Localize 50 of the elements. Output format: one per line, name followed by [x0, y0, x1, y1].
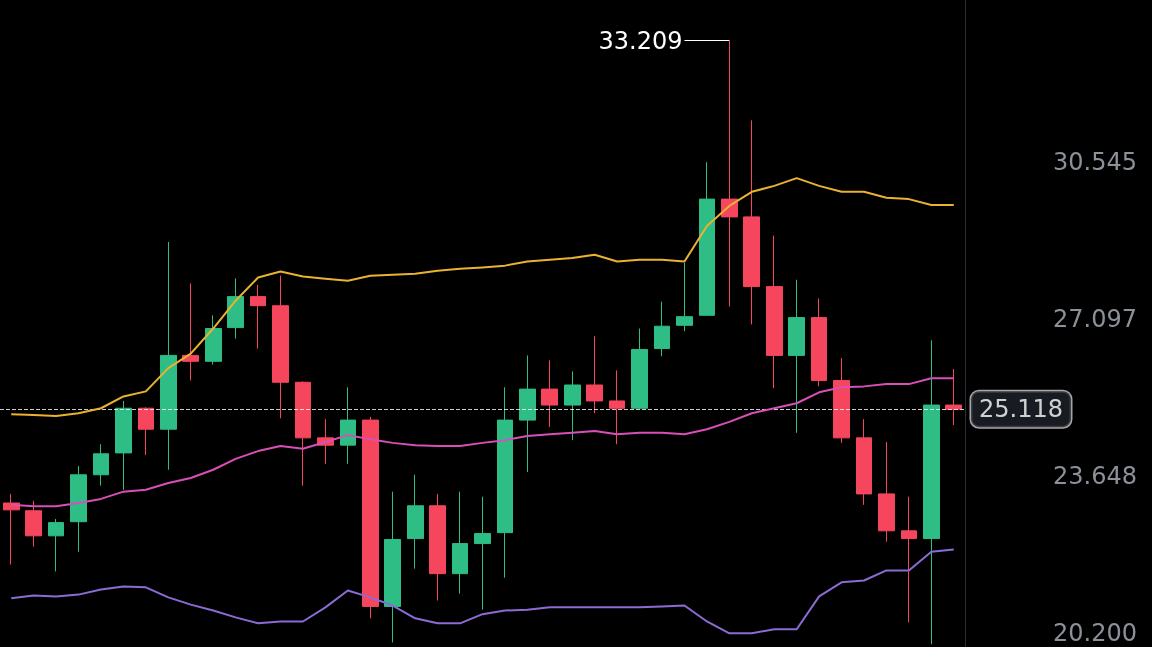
candlestick [945, 368, 962, 426]
candlestick [250, 284, 266, 350]
candlestick [272, 275, 289, 419]
candlestick [923, 339, 940, 645]
candlestick [743, 119, 760, 325]
candlestick [115, 400, 132, 491]
candlestick [586, 335, 603, 414]
candlestick [474, 496, 491, 611]
candlestick [205, 314, 222, 366]
candlestick [609, 369, 625, 445]
line-series [10, 377, 955, 508]
candlestick [833, 357, 850, 444]
ref-line-label: 25.118 [979, 395, 1063, 424]
candlestick [519, 354, 536, 473]
candlestick [182, 282, 199, 381]
candlestick [676, 262, 693, 332]
candlestick [878, 441, 895, 543]
y-tick-label: 20.200 [1053, 619, 1137, 647]
candlestick [541, 359, 558, 428]
candlestick [699, 161, 715, 316]
candlestick [721, 40, 738, 308]
line-series [10, 548, 955, 635]
candlestick [811, 297, 827, 387]
candlestick [452, 491, 468, 595]
candlestick [362, 416, 379, 619]
y-tick-label: 23.648 [1053, 462, 1137, 491]
candlestick [70, 465, 87, 553]
candlestick [856, 418, 872, 506]
candlestick [340, 386, 356, 465]
candlestick [497, 386, 513, 579]
candlestick [631, 328, 648, 410]
candlestick [901, 496, 917, 623]
candlestick [384, 491, 401, 643]
candlestick [48, 518, 64, 572]
candlestick [407, 474, 424, 570]
candlestick [227, 277, 244, 340]
candlestick [654, 301, 670, 357]
candlestick [295, 380, 311, 487]
y-tick-label: 27.097 [1053, 305, 1137, 334]
candlestick [429, 493, 446, 602]
candlestick [160, 241, 177, 471]
candlestick [766, 235, 783, 389]
annotation: 33.209 [598, 26, 683, 55]
candlestick [138, 406, 154, 456]
candlestick [564, 370, 581, 441]
candlestick [93, 443, 109, 487]
y-tick-label: 30.545 [1053, 147, 1137, 176]
line-series [10, 177, 955, 417]
candlestick [788, 279, 805, 434]
candlestick [25, 500, 42, 548]
